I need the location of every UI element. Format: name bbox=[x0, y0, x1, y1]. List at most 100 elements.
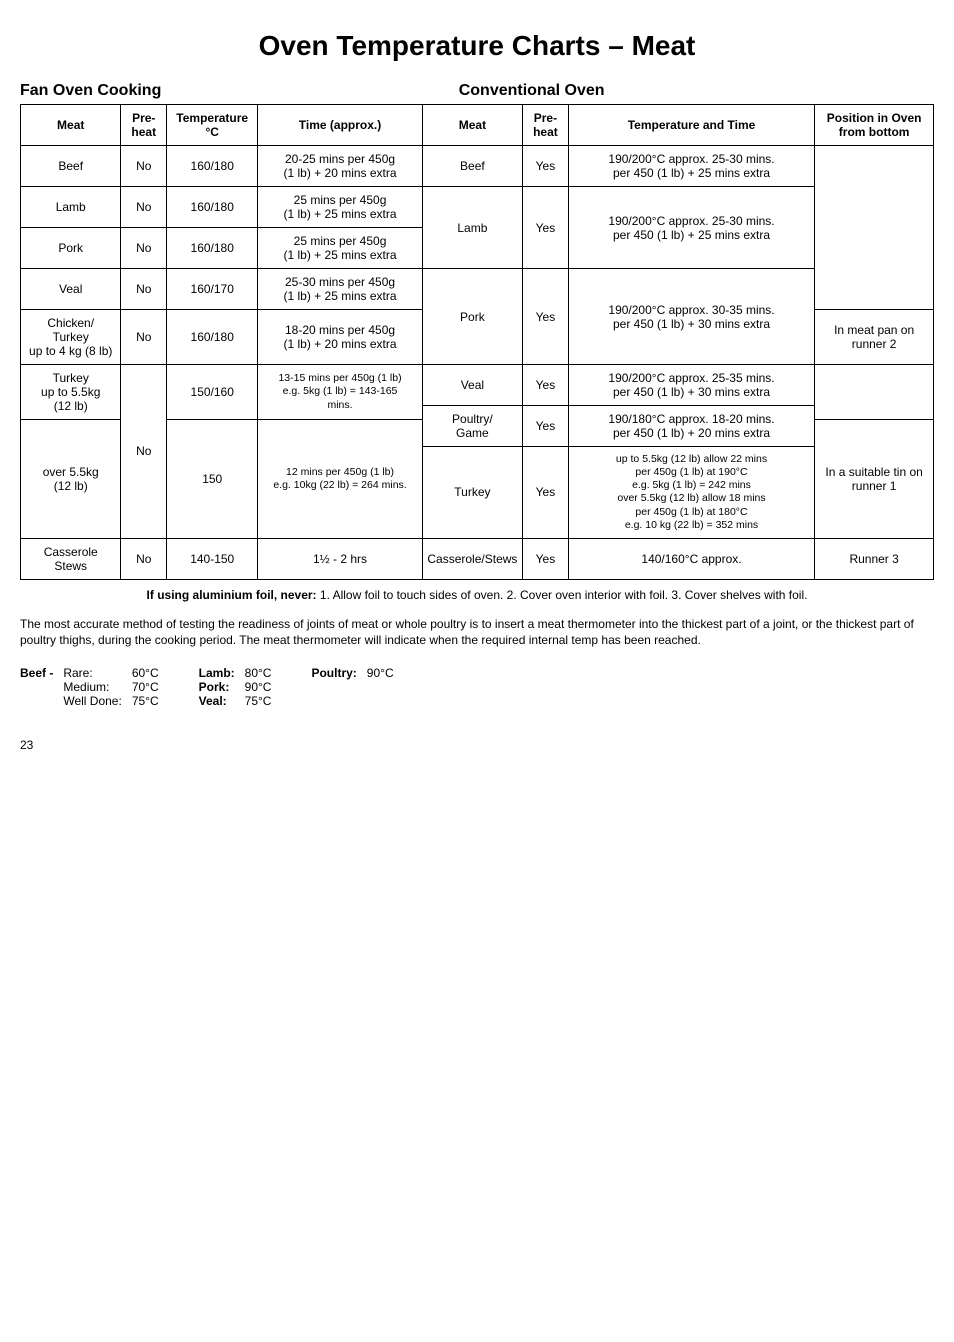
cell-preheat2: Yes bbox=[523, 406, 569, 447]
cell-time: 18-20 mins per 450g(1 lb) + 20 mins extr… bbox=[258, 310, 422, 365]
cell-meat2: Turkey bbox=[422, 447, 522, 539]
cell-position bbox=[815, 146, 934, 310]
col-preheat2: Pre-heat bbox=[523, 105, 569, 146]
cell-tt: 190/200°C approx. 25-35 mins.per 450 (1 … bbox=[568, 365, 815, 406]
cell-position: Runner 3 bbox=[815, 538, 934, 579]
cell-meat2: Pork bbox=[422, 269, 522, 365]
foil-note: If using aluminium foil, never: 1. Allow… bbox=[20, 588, 934, 602]
cell-meat: CasseroleStews bbox=[21, 538, 121, 579]
table-row: Veal No 160/170 25-30 mins per 450g(1 lb… bbox=[21, 269, 934, 310]
cell-tt: 190/200°C approx. 25-30 mins.per 450 (1 … bbox=[568, 146, 815, 187]
cell-temp: 160/180 bbox=[167, 187, 258, 228]
pork-val: 90°C bbox=[245, 680, 272, 694]
beef-medium: Medium: bbox=[63, 680, 121, 694]
page-title: Oven Temperature Charts – Meat bbox=[20, 30, 934, 62]
beef-temps: Beef - Rare: Medium: Well Done: 60°C 70°… bbox=[20, 666, 159, 708]
cell-temp: 140-150 bbox=[167, 538, 258, 579]
cell-time: 20-25 mins per 450g(1 lb) + 20 mins extr… bbox=[258, 146, 422, 187]
cell-meat2: Lamb bbox=[422, 187, 522, 269]
lamb-val: 80°C bbox=[245, 666, 272, 680]
beef-item-labels: Rare: Medium: Well Done: bbox=[63, 666, 121, 708]
cell-time: 12 mins per 450g (1 lb)e.g. 10kg (22 lb)… bbox=[258, 420, 422, 539]
cell-preheat2: Yes bbox=[523, 187, 569, 269]
cell-time: 25 mins per 450g(1 lb) + 25 mins extra bbox=[258, 228, 422, 269]
cell-preheat: No bbox=[121, 310, 167, 365]
cell-time: 25-30 mins per 450g(1 lb) + 25 mins extr… bbox=[258, 269, 422, 310]
internal-temps: Beef - Rare: Medium: Well Done: 60°C 70°… bbox=[20, 666, 934, 708]
table-row: Beef No 160/180 20-25 mins per 450g(1 lb… bbox=[21, 146, 934, 187]
table-header-row: Meat Pre-heat Temperature °C Time (appro… bbox=[21, 105, 934, 146]
table-row: Turkeyup to 5.5kg(12 lb) No 150/160 13-1… bbox=[21, 365, 934, 406]
table-row: CasseroleStews No 140-150 1½ - 2 hrs Cas… bbox=[21, 538, 934, 579]
beef-item-vals: 60°C 70°C 75°C bbox=[132, 666, 159, 708]
cell-tt: 190/200°C approx. 30-35 mins.per 450 (1 … bbox=[568, 269, 815, 365]
cell-tt: 140/160°C approx. bbox=[568, 538, 815, 579]
cell-time: 13-15 mins per 450g (1 lb)e.g. 5kg (1 lb… bbox=[258, 365, 422, 420]
cell-position: In a suitable tin on runner 1 bbox=[815, 420, 934, 539]
beef-rare: Rare: bbox=[63, 666, 121, 680]
section-headers: Fan Oven Cooking Conventional Oven bbox=[20, 82, 934, 100]
lpv-vals: 80°C 90°C 75°C bbox=[245, 666, 272, 708]
poultry-label: Poultry: bbox=[311, 666, 356, 708]
cell-preheat2: Yes bbox=[523, 365, 569, 406]
cell-meat2: Casserole/Stews bbox=[422, 538, 522, 579]
cell-meat: Beef bbox=[21, 146, 121, 187]
poultry-temps: Poultry: 90°C bbox=[311, 666, 393, 708]
beef-rare-val: 60°C bbox=[132, 666, 159, 680]
col-meat: Meat bbox=[21, 105, 121, 146]
cell-meat2: Poultry/Game bbox=[422, 406, 522, 447]
beef-welldone-val: 75°C bbox=[132, 694, 159, 708]
cell-preheat2: Yes bbox=[523, 269, 569, 365]
lpv-labels: Lamb: Pork: Veal: bbox=[199, 666, 235, 708]
cell-preheat: No bbox=[121, 269, 167, 310]
cell-temp: 150 bbox=[167, 420, 258, 539]
cell-meat: Turkeyup to 5.5kg(12 lb) bbox=[21, 365, 121, 420]
veal-label: Veal: bbox=[199, 694, 235, 708]
cell-temp: 160/180 bbox=[167, 146, 258, 187]
cell-meat: Chicken/Turkeyup to 4 kg (8 lb) bbox=[21, 310, 121, 365]
beef-label: Beef - bbox=[20, 666, 53, 708]
page-number: 23 bbox=[20, 738, 934, 752]
cell-preheat: No bbox=[121, 187, 167, 228]
cell-meat: Veal bbox=[21, 269, 121, 310]
cell-tt: up to 5.5kg (12 lb) allow 22 minsper 450… bbox=[568, 447, 815, 539]
cell-meat2: Beef bbox=[422, 146, 522, 187]
beef-welldone: Well Done: bbox=[63, 694, 121, 708]
foil-note-items: 1. Allow foil to touch sides of oven. 2.… bbox=[320, 588, 808, 602]
veal-val: 75°C bbox=[245, 694, 272, 708]
table-row: Lamb No 160/180 25 mins per 450g(1 lb) +… bbox=[21, 187, 934, 228]
conventional-oven-label: Conventional Oven bbox=[459, 82, 934, 100]
cell-preheat: No bbox=[121, 228, 167, 269]
cell-tt: 190/200°C approx. 25-30 mins.per 450 (1 … bbox=[568, 187, 815, 269]
fan-oven-label: Fan Oven Cooking bbox=[20, 82, 459, 100]
poultry-val: 90°C bbox=[367, 666, 394, 708]
beef-medium-val: 70°C bbox=[132, 680, 159, 694]
col-time: Time (approx.) bbox=[258, 105, 422, 146]
cell-tt: 190/180°C approx. 18-20 mins.per 450 (1 … bbox=[568, 406, 815, 447]
foil-note-prefix: If using aluminium foil, never: bbox=[147, 588, 317, 602]
cell-time: 1½ - 2 hrs bbox=[258, 538, 422, 579]
cell-temp: 160/180 bbox=[167, 310, 258, 365]
cell-position: In meat pan on runner 2 bbox=[815, 310, 934, 365]
lamb-pork-veal-temps: Lamb: Pork: Veal: 80°C 90°C 75°C bbox=[199, 666, 272, 708]
col-preheat: Pre-heat bbox=[121, 105, 167, 146]
col-temptime: Temperature and Time bbox=[568, 105, 815, 146]
cell-meat: Pork bbox=[21, 228, 121, 269]
cell-temp: 150/160 bbox=[167, 365, 258, 420]
cell-preheat2: Yes bbox=[523, 146, 569, 187]
cell-meat: Lamb bbox=[21, 187, 121, 228]
col-meat2: Meat bbox=[422, 105, 522, 146]
cell-meat2: Veal bbox=[422, 365, 522, 406]
cell-meat: over 5.5kg(12 lb) bbox=[21, 420, 121, 539]
cell-temp: 160/180 bbox=[167, 228, 258, 269]
cell-temp: 160/170 bbox=[167, 269, 258, 310]
cell-preheat: No bbox=[121, 538, 167, 579]
cell-preheat2: Yes bbox=[523, 538, 569, 579]
col-position: Position in Oven from bottom bbox=[815, 105, 934, 146]
cell-time: 25 mins per 450g(1 lb) + 25 mins extra bbox=[258, 187, 422, 228]
cell-preheat2: Yes bbox=[523, 447, 569, 539]
col-temp: Temperature °C bbox=[167, 105, 258, 146]
temperature-table: Meat Pre-heat Temperature °C Time (appro… bbox=[20, 104, 934, 580]
pork-label: Pork: bbox=[199, 680, 235, 694]
thermometer-paragraph: The most accurate method of testing the … bbox=[20, 616, 934, 648]
